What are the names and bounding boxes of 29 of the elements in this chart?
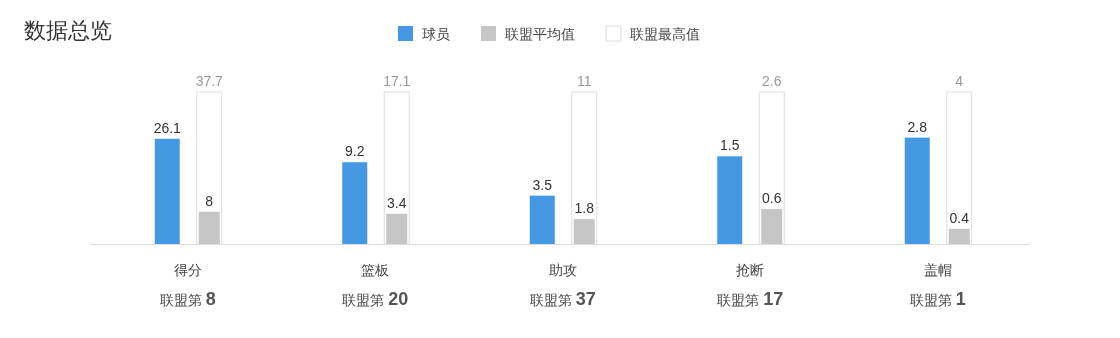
x-axis-title: 联盟第 20 xyxy=(342,289,409,309)
legend-label: 球员 xyxy=(422,26,450,42)
x-tick-label: 篮板 xyxy=(361,262,390,278)
data-label: 3.5 xyxy=(532,176,553,193)
data-label: 11 xyxy=(576,73,592,89)
x-tick-label: 抢断 xyxy=(736,262,765,278)
data-label: 3.4 xyxy=(387,194,407,211)
data-label: 26.1 xyxy=(153,119,182,136)
data-label: 8 xyxy=(205,192,214,209)
chart-title: 数据总览 xyxy=(24,18,112,43)
legend-label: 联盟平均值 xyxy=(505,26,575,42)
x-tick-label: 盖帽 xyxy=(923,262,952,278)
x-axis-title: 联盟第 37 xyxy=(529,289,596,309)
x-axis-title: 联盟第 17 xyxy=(717,289,784,309)
data-label: 9.2 xyxy=(345,143,365,160)
x-tick-label: 得分 xyxy=(173,262,202,278)
data-label: 37.7 xyxy=(195,73,224,89)
x-axis-title: 联盟第 8 xyxy=(159,289,216,309)
data-label: 0.4 xyxy=(949,209,970,226)
data-label: 2.8 xyxy=(907,118,928,135)
data-label: 1.8 xyxy=(574,200,595,217)
x-axis-title: 联盟第 1 xyxy=(909,289,966,309)
data-label: 0.6 xyxy=(762,189,782,206)
x-tick-label: 助攻 xyxy=(548,262,577,278)
data-label: 1.5 xyxy=(720,137,740,154)
data-label: 17.1 xyxy=(383,73,411,89)
legend-label: 联盟最高值 xyxy=(630,26,700,42)
data-label: 2.6 xyxy=(762,73,782,89)
data-label: 4 xyxy=(955,73,964,89)
